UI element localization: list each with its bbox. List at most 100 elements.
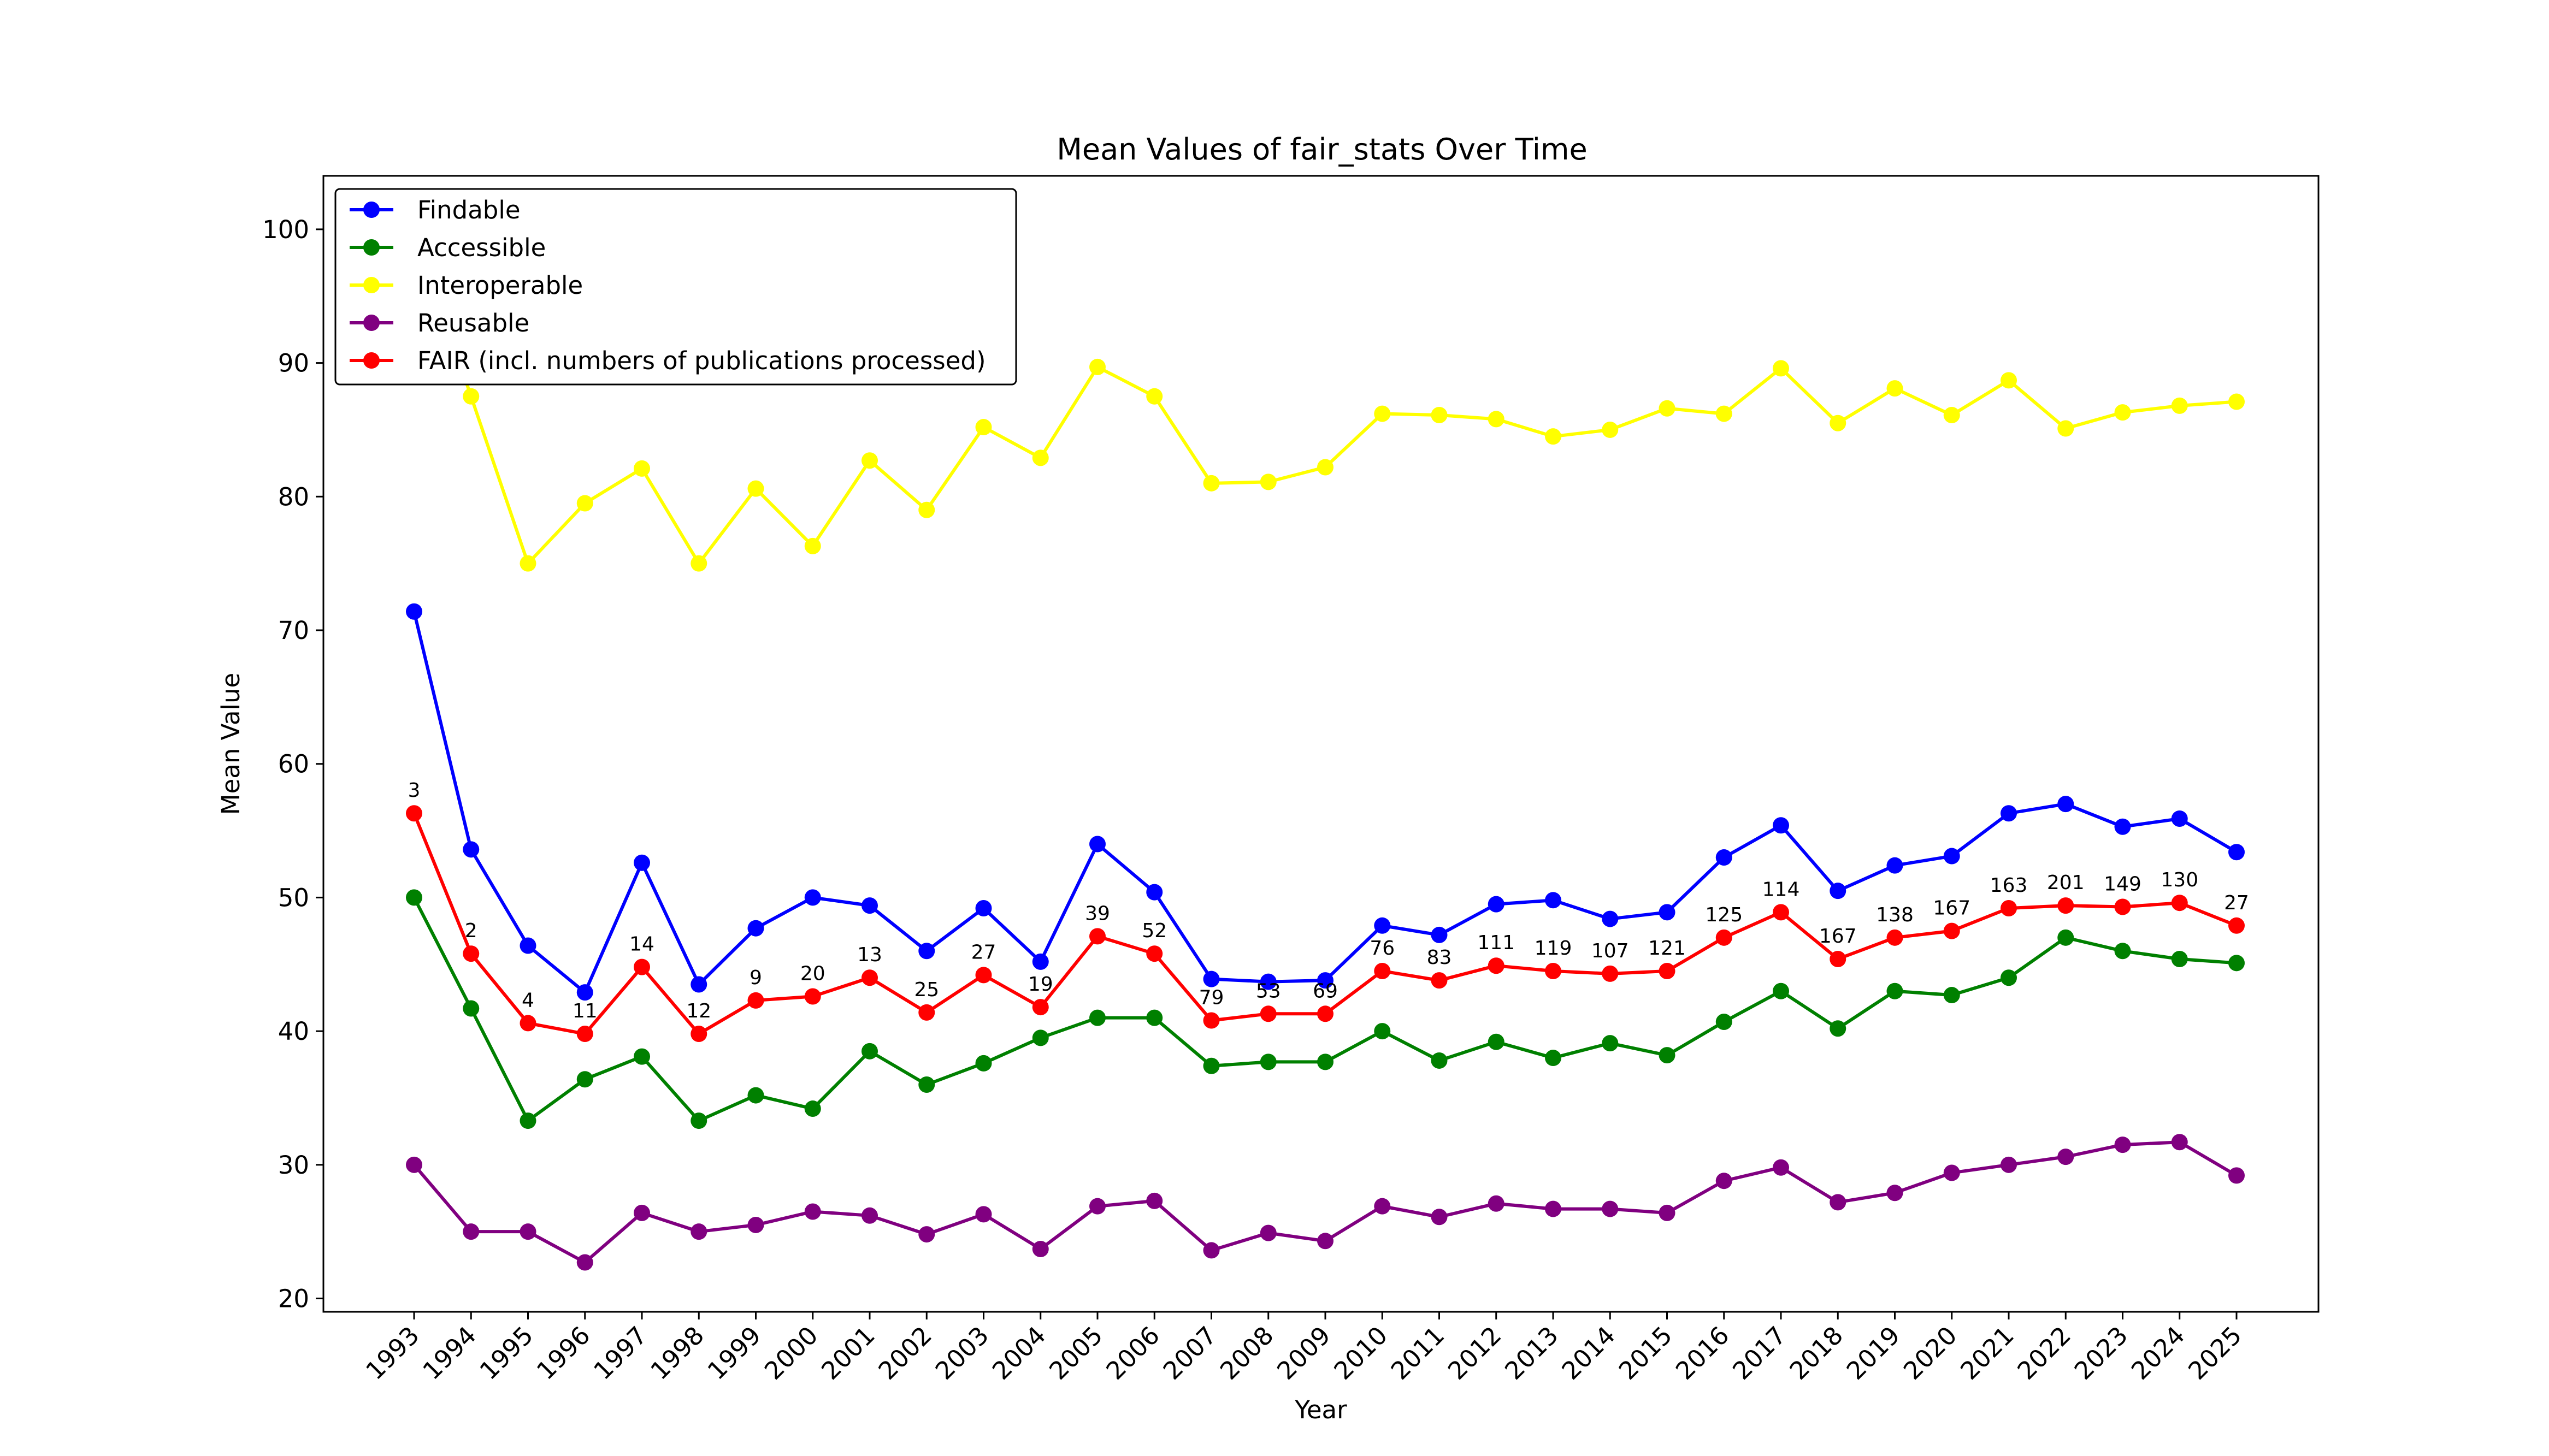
data-point: [975, 1206, 992, 1223]
data-point: [1488, 1033, 1504, 1050]
data-point: [1146, 1009, 1163, 1026]
data-point: [1659, 1204, 1675, 1221]
data-point: [1203, 475, 1220, 492]
data-point: [1545, 963, 1561, 979]
data-point: [2114, 818, 2131, 835]
data-label: 12: [686, 1000, 711, 1022]
data-point: [1715, 1173, 1732, 1189]
data-point: [1830, 950, 1846, 967]
data-point: [576, 495, 593, 512]
x-axis-title: Year: [1294, 1395, 1347, 1424]
legend-label: Accessible: [417, 233, 546, 262]
data-label: 130: [2161, 869, 2198, 891]
series-reusable: [406, 1134, 2245, 1271]
data-label: 107: [1591, 940, 1629, 962]
data-point: [1488, 411, 1504, 428]
data-point: [1488, 957, 1504, 974]
data-point: [1830, 415, 1846, 431]
data-point: [1089, 836, 1106, 853]
data-point: [1602, 1200, 1619, 1217]
data-label: 2: [465, 920, 477, 942]
data-point: [975, 1055, 992, 1072]
data-point: [1602, 1035, 1619, 1052]
y-axis: 20 30 40 50 60 70 80 90 100: [262, 215, 323, 1313]
legend-marker: [363, 315, 380, 331]
data-label: 13: [857, 944, 882, 966]
data-point: [2228, 917, 2245, 934]
data-label: 149: [2104, 873, 2141, 896]
data-point: [1886, 380, 1903, 397]
data-label: 9: [750, 967, 762, 989]
data-point: [2171, 950, 2188, 967]
y-axis-title: Mean Value: [216, 673, 245, 815]
data-label: 69: [1313, 980, 1338, 1002]
data-point: [1203, 970, 1220, 987]
data-label: 119: [1535, 937, 1572, 960]
data-point: [634, 1048, 650, 1065]
data-point: [406, 1156, 422, 1173]
data-point: [1488, 896, 1504, 913]
data-point: [1203, 1242, 1220, 1259]
data-label: 53: [1256, 980, 1281, 1002]
data-point: [2001, 805, 2017, 822]
data-label: 163: [1990, 874, 2028, 897]
data-point: [1146, 884, 1163, 901]
legend-marker: [363, 239, 380, 256]
data-point: [2171, 895, 2188, 912]
data-point: [1431, 926, 1448, 943]
data-point: [975, 899, 992, 916]
data-point: [634, 854, 650, 871]
data-point: [862, 452, 878, 469]
data-point: [2001, 899, 2017, 916]
data-point: [862, 1043, 878, 1060]
data-point: [1545, 428, 1561, 445]
series-interoperable: [406, 221, 2245, 572]
data-point: [520, 1015, 536, 1032]
data-label: 3: [408, 779, 421, 802]
data-point: [1431, 1209, 1448, 1226]
data-point: [463, 388, 480, 405]
data-point: [520, 1112, 536, 1129]
data-point: [918, 1004, 935, 1021]
data-point: [1374, 1023, 1391, 1040]
data-point: [2228, 393, 2245, 410]
data-point: [1830, 883, 1846, 899]
data-label: 20: [800, 962, 825, 985]
data-point: [1431, 1052, 1448, 1069]
data-point: [1089, 928, 1106, 945]
y-tick-label: 50: [278, 883, 309, 912]
data-point: [2228, 844, 2245, 861]
data-point: [1089, 1009, 1106, 1026]
data-point: [463, 945, 480, 962]
data-label: 52: [1142, 920, 1167, 942]
data-label: 138: [1876, 904, 1914, 926]
legend-label: FAIR (incl. numbers of publications proc…: [417, 346, 986, 375]
data-point: [1773, 904, 1789, 921]
data-point: [804, 537, 821, 554]
data-point: [1715, 405, 1732, 422]
data-point: [1032, 1029, 1049, 1046]
data-point: [1773, 360, 1789, 377]
data-point: [1317, 459, 1333, 476]
data-point: [2228, 1167, 2245, 1184]
data-point: [1032, 1240, 1049, 1257]
data-point: [918, 1076, 935, 1093]
data-point: [1830, 1194, 1846, 1211]
data-point: [1715, 929, 1732, 946]
data-point: [406, 889, 422, 906]
data-point: [1317, 1233, 1333, 1250]
data-point: [691, 1026, 707, 1043]
data-point: [1374, 963, 1391, 979]
data-point: [747, 480, 764, 497]
data-point: [1773, 817, 1789, 834]
data-point: [747, 920, 764, 937]
data-point: [406, 603, 422, 620]
legend-label: Findable: [417, 196, 521, 224]
data-point: [804, 988, 821, 1005]
data-point: [520, 937, 536, 954]
data-point: [2001, 969, 2017, 986]
data-point: [1943, 848, 1960, 865]
data-point: [918, 1226, 935, 1243]
legend-marker: [363, 202, 380, 218]
data-point: [2057, 897, 2074, 914]
